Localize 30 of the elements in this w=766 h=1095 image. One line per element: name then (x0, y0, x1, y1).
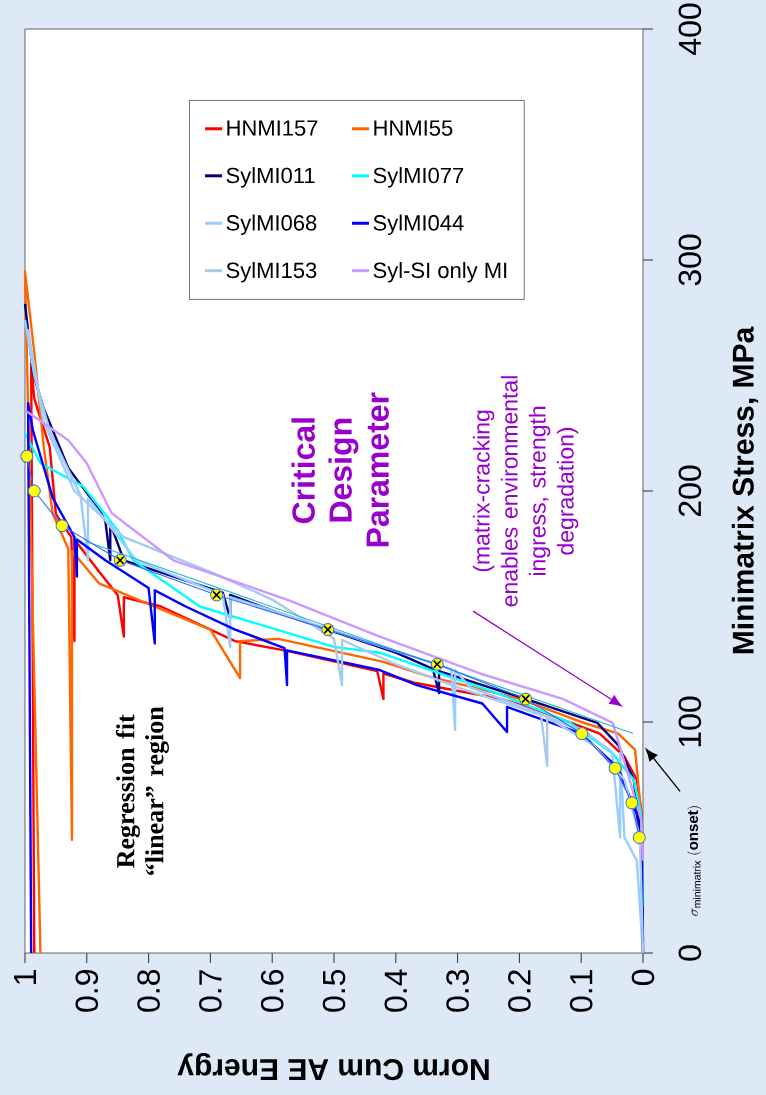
legend-label: SylMI011 (226, 167, 315, 188)
x-tick-label: 0.9 (75, 970, 99, 1012)
annotation: Regression fit “linear” region (115, 706, 169, 876)
x-tick-label: 0.3 (446, 969, 469, 1012)
x-tick-label: 0.6 (260, 969, 284, 1012)
legend-label: HNMI55 (374, 120, 453, 136)
legend-label: SylMI153 (226, 261, 317, 283)
x-tick-label: 0.4 (384, 969, 408, 1012)
x-tick-label: 0.1 (569, 970, 593, 1012)
y-tick-label: 400 (678, 3, 702, 55)
annotation: (matrix-cracking enables environmental ingress, strength degradation) (472, 376, 579, 607)
text: $\sigma_{\mathrm{minimatrix}}\ \mathbf{(onset)}$ (687, 806, 702, 916)
x-tick-label: 0.5 (322, 969, 346, 1012)
x-tick-label: 0.7 (199, 970, 222, 1012)
legend-label: SylMI068 (226, 214, 317, 236)
y-tick-label: 0 (678, 945, 702, 961)
x-tick-label: 1 (14, 970, 36, 984)
y-tick-label: 300 (678, 234, 702, 286)
y-tick-label: 200 (678, 465, 702, 517)
x-tick-label: 0.2 (508, 970, 531, 1012)
legend-label: Syl-SI only MI (373, 261, 507, 283)
legend-label: SylMI044 (373, 214, 464, 236)
y-tick-label: 100 (678, 696, 702, 747)
annotation: Critical Design Parameter (291, 392, 389, 547)
legend-label: SylMI077 (373, 167, 464, 188)
x-tick-label: 0.8 (137, 969, 160, 1012)
x-tick-label: 0 (631, 969, 655, 986)
legend-label: HNMI157 (227, 120, 318, 136)
x-axis-title: Norm Cum AE Energy (177, 1053, 489, 1081)
y-axis-title: Minimatrix Stress, MPa (731, 326, 759, 654)
